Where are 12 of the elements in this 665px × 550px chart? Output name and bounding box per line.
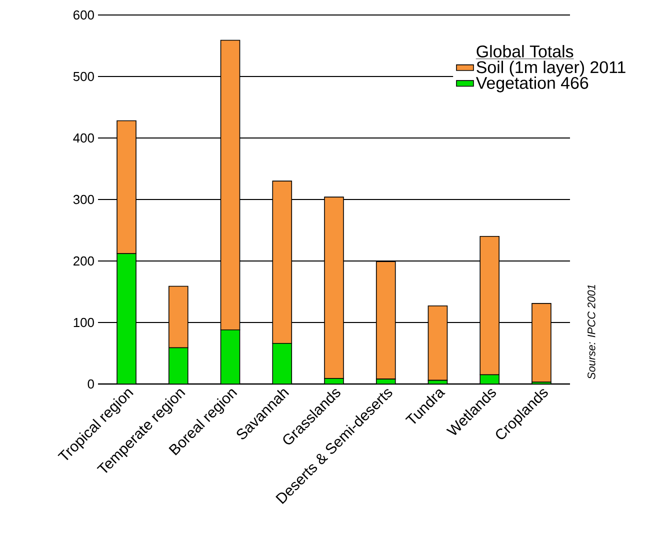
legend-label: Soil (1m layer) 2011 xyxy=(476,60,626,77)
y-tick-label: 300 xyxy=(73,194,94,204)
bar xyxy=(428,305,448,381)
y-tick-label: 100 xyxy=(74,318,94,328)
y-tick-label: 0 xyxy=(88,379,94,389)
legend-title: Global Totals xyxy=(476,45,574,58)
y-tick-label: 600 xyxy=(74,10,94,20)
y-tick-label: 400 xyxy=(73,133,94,143)
y-tick-label: 200 xyxy=(74,256,94,266)
legend-label: Vegetation 466 xyxy=(476,76,588,92)
text: Sourse: IPCC 2001 xyxy=(588,284,596,380)
y-tick-label: 500 xyxy=(73,72,94,82)
